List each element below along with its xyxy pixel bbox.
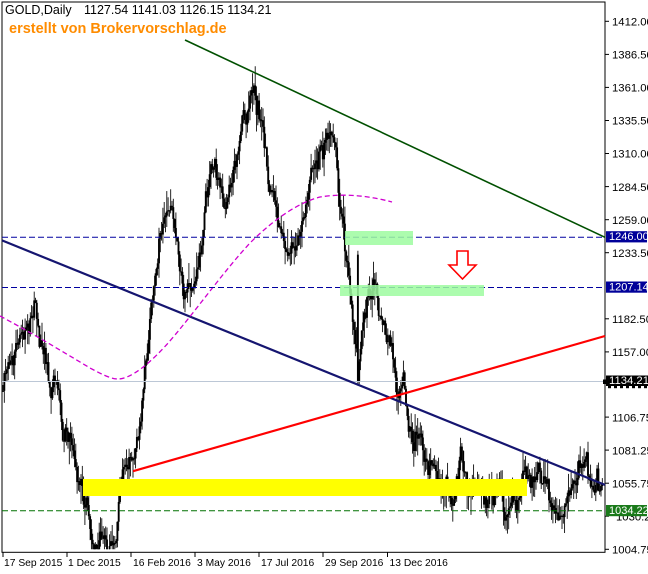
svg-text:1182.50: 1182.50 (612, 314, 648, 326)
svg-text:1157.00: 1157.00 (612, 347, 648, 359)
svg-text:1386.50: 1386.50 (612, 50, 648, 62)
svg-text:1284.50: 1284.50 (612, 182, 648, 194)
svg-text:1 Dec 2015: 1 Dec 2015 (68, 558, 121, 569)
svg-text:GOLD,Daily: GOLD,Daily (5, 3, 72, 17)
svg-text:1412.00: 1412.00 (612, 17, 648, 29)
svg-text:1207.14: 1207.14 (609, 282, 648, 294)
svg-text:1106.75: 1106.75 (612, 412, 648, 424)
svg-text:1361.00: 1361.00 (612, 83, 648, 95)
svg-text:1134.21: 1134.21 (609, 375, 648, 387)
svg-text:16 Feb 2016: 16 Feb 2016 (133, 558, 191, 569)
svg-text:13 Dec 2016: 13 Dec 2016 (390, 558, 449, 569)
svg-text:1127.54 1141.03 1126.15 1134.2: 1127.54 1141.03 1126.15 1134.21 (84, 3, 271, 17)
svg-text:1004.75: 1004.75 (612, 545, 648, 557)
svg-text:1246.00: 1246.00 (609, 231, 648, 243)
svg-text:1055.75: 1055.75 (612, 478, 648, 490)
svg-text:1233.50: 1233.50 (612, 248, 648, 260)
svg-text:1259.00: 1259.00 (612, 215, 648, 227)
svg-text:1335.50: 1335.50 (612, 116, 648, 128)
svg-text:3 May 2016: 3 May 2016 (197, 558, 251, 569)
svg-text:1310.00: 1310.00 (612, 149, 648, 161)
svg-text:17 Sep 2015: 17 Sep 2015 (4, 558, 63, 569)
svg-text:1034.22: 1034.22 (609, 505, 648, 517)
svg-text:erstellt von Brokervorschlag.d: erstellt von Brokervorschlag.de (9, 21, 227, 37)
svg-text:17 Jul 2016: 17 Jul 2016 (261, 558, 315, 569)
svg-text:29 Sep 2016: 29 Sep 2016 (325, 558, 384, 569)
svg-text:1081.25: 1081.25 (612, 445, 648, 457)
